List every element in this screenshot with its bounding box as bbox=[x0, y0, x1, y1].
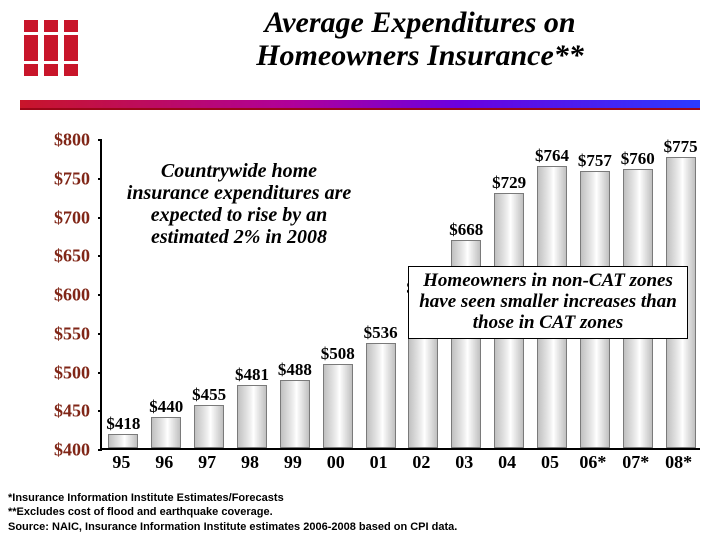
footnote-line: *Insurance Information Institute Estimat… bbox=[8, 491, 457, 505]
bar-value-label: $488 bbox=[278, 360, 312, 380]
x-tick-label: 04 bbox=[498, 452, 516, 473]
bar-fill bbox=[366, 343, 396, 448]
bar: $536 bbox=[366, 343, 396, 448]
bar-value-label: $760 bbox=[621, 149, 655, 169]
y-tick-label: $400 bbox=[20, 440, 90, 461]
y-tick-label: $600 bbox=[20, 285, 90, 306]
bar: $481 bbox=[237, 385, 267, 448]
bar-value-label: $775 bbox=[664, 137, 698, 157]
bar-value-label: $418 bbox=[106, 414, 140, 434]
bar-value-label: $455 bbox=[192, 385, 226, 405]
title-underline bbox=[20, 100, 700, 108]
bar: $508 bbox=[323, 364, 353, 448]
footnote-line: Source: NAIC, Insurance Information Inst… bbox=[8, 520, 457, 534]
y-tick-mark bbox=[98, 178, 102, 180]
y-tick-label: $750 bbox=[20, 168, 90, 189]
iii-logo bbox=[20, 16, 90, 86]
y-tick-label: $650 bbox=[20, 246, 90, 267]
y-tick-label: $800 bbox=[20, 130, 90, 151]
bar: $488 bbox=[280, 380, 310, 448]
bar-value-label: $508 bbox=[321, 344, 355, 364]
y-tick-mark bbox=[98, 410, 102, 412]
bar-fill bbox=[280, 380, 310, 448]
x-tick-label: 96 bbox=[155, 452, 173, 473]
y-tick-mark bbox=[98, 255, 102, 257]
bar: $440 bbox=[151, 417, 181, 448]
x-tick-label: 07* bbox=[622, 452, 649, 473]
x-tick-label: 95 bbox=[112, 452, 130, 473]
bar-value-label: $440 bbox=[149, 397, 183, 417]
x-tick-label: 97 bbox=[198, 452, 216, 473]
footnotes: *Insurance Information Institute Estimat… bbox=[8, 491, 457, 534]
bar-value-label: $757 bbox=[578, 151, 612, 171]
x-tick-label: 06* bbox=[579, 452, 606, 473]
y-tick-label: $550 bbox=[20, 323, 90, 344]
bar-chart: $418$440$455$481$488$508$536$593$668$729… bbox=[20, 140, 700, 480]
footnote-line: **Excludes cost of flood and earthquake … bbox=[8, 505, 457, 519]
x-tick-label: 01 bbox=[370, 452, 388, 473]
x-tick-label: 05 bbox=[541, 452, 559, 473]
y-tick-mark bbox=[98, 139, 102, 141]
bar-fill bbox=[237, 385, 267, 448]
bar-fill bbox=[323, 364, 353, 448]
y-tick-label: $450 bbox=[20, 401, 90, 422]
bar: $418 bbox=[108, 434, 138, 448]
bar: $455 bbox=[194, 405, 224, 448]
chart-title: Average Expenditures on Homeowners Insur… bbox=[140, 6, 700, 72]
y-tick-mark bbox=[98, 217, 102, 219]
bar-value-label: $729 bbox=[492, 173, 526, 193]
x-tick-label: 08* bbox=[665, 452, 692, 473]
y-tick-label: $700 bbox=[20, 207, 90, 228]
annotation-1: Countrywide home insurance expenditures … bbox=[118, 160, 360, 248]
bar-value-label: $536 bbox=[364, 323, 398, 343]
x-tick-label: 02 bbox=[412, 452, 430, 473]
bar-fill bbox=[151, 417, 181, 448]
y-tick-mark bbox=[98, 294, 102, 296]
bar-value-label: $764 bbox=[535, 146, 569, 166]
y-tick-mark bbox=[98, 449, 102, 451]
title-line-2: Homeowners Insurance** bbox=[256, 39, 584, 72]
y-tick-mark bbox=[98, 372, 102, 374]
annotation-2: Homeowners in non-CAT zones have seen sm… bbox=[408, 266, 688, 339]
title-line-1: Average Expenditures on bbox=[264, 6, 575, 39]
x-tick-label: 00 bbox=[327, 452, 345, 473]
bar-fill bbox=[194, 405, 224, 448]
y-tick-mark bbox=[98, 333, 102, 335]
x-tick-label: 98 bbox=[241, 452, 259, 473]
x-tick-label: 99 bbox=[284, 452, 302, 473]
x-tick-label: 03 bbox=[455, 452, 473, 473]
bar-value-label: $481 bbox=[235, 365, 269, 385]
bar-fill bbox=[108, 434, 138, 448]
bar-value-label: $668 bbox=[449, 220, 483, 240]
y-tick-label: $500 bbox=[20, 362, 90, 383]
